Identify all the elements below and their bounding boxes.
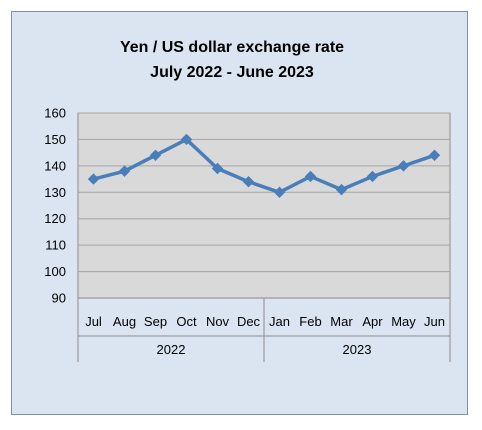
chart-title-line-2: July 2022 - June 2023 <box>150 64 314 81</box>
chart-title-line-1: Yen / US dollar exchange rate <box>120 39 344 56</box>
data-point <box>335 183 348 196</box>
y-tick-label: 90 <box>52 291 66 306</box>
x-tick-label: Jul <box>85 314 102 329</box>
x-tick-label: Jun <box>424 314 445 329</box>
x-tick-label: Dec <box>237 314 261 329</box>
y-tick-label: 160 <box>44 106 66 121</box>
data-point <box>211 162 224 175</box>
x-tick-label: Feb <box>299 314 321 329</box>
x-tick-label: Mar <box>330 314 353 329</box>
series-line <box>93 137 436 195</box>
y-tick-label: 140 <box>44 158 66 173</box>
data-point <box>149 149 162 161</box>
x-tick-label: Aug <box>113 314 136 329</box>
data-point <box>87 173 100 185</box>
data-point <box>180 133 193 146</box>
data-point <box>242 176 255 188</box>
group-label: 2023 <box>343 342 372 357</box>
data-point <box>304 170 317 183</box>
y-tick-label: 120 <box>44 211 66 226</box>
x-tick-label: Apr <box>362 314 383 329</box>
data-point <box>428 149 441 161</box>
y-tick-label: 110 <box>45 238 66 253</box>
x-tick-label: Sep <box>144 314 167 329</box>
data-point <box>366 170 379 183</box>
x-tick-label: May <box>391 314 416 329</box>
y-tick-label: 100 <box>44 264 66 279</box>
data-point <box>273 186 286 198</box>
y-tick-label: 130 <box>44 185 66 200</box>
group-label: 2022 <box>157 342 186 357</box>
x-tick-label: Jan <box>269 314 290 329</box>
plot-area <box>77 112 451 299</box>
data-point <box>118 165 131 177</box>
x-tick-label: Nov <box>206 314 230 329</box>
y-tick-label: 150 <box>44 132 66 147</box>
x-tick-label: Oct <box>176 314 197 329</box>
data-point <box>397 160 410 172</box>
